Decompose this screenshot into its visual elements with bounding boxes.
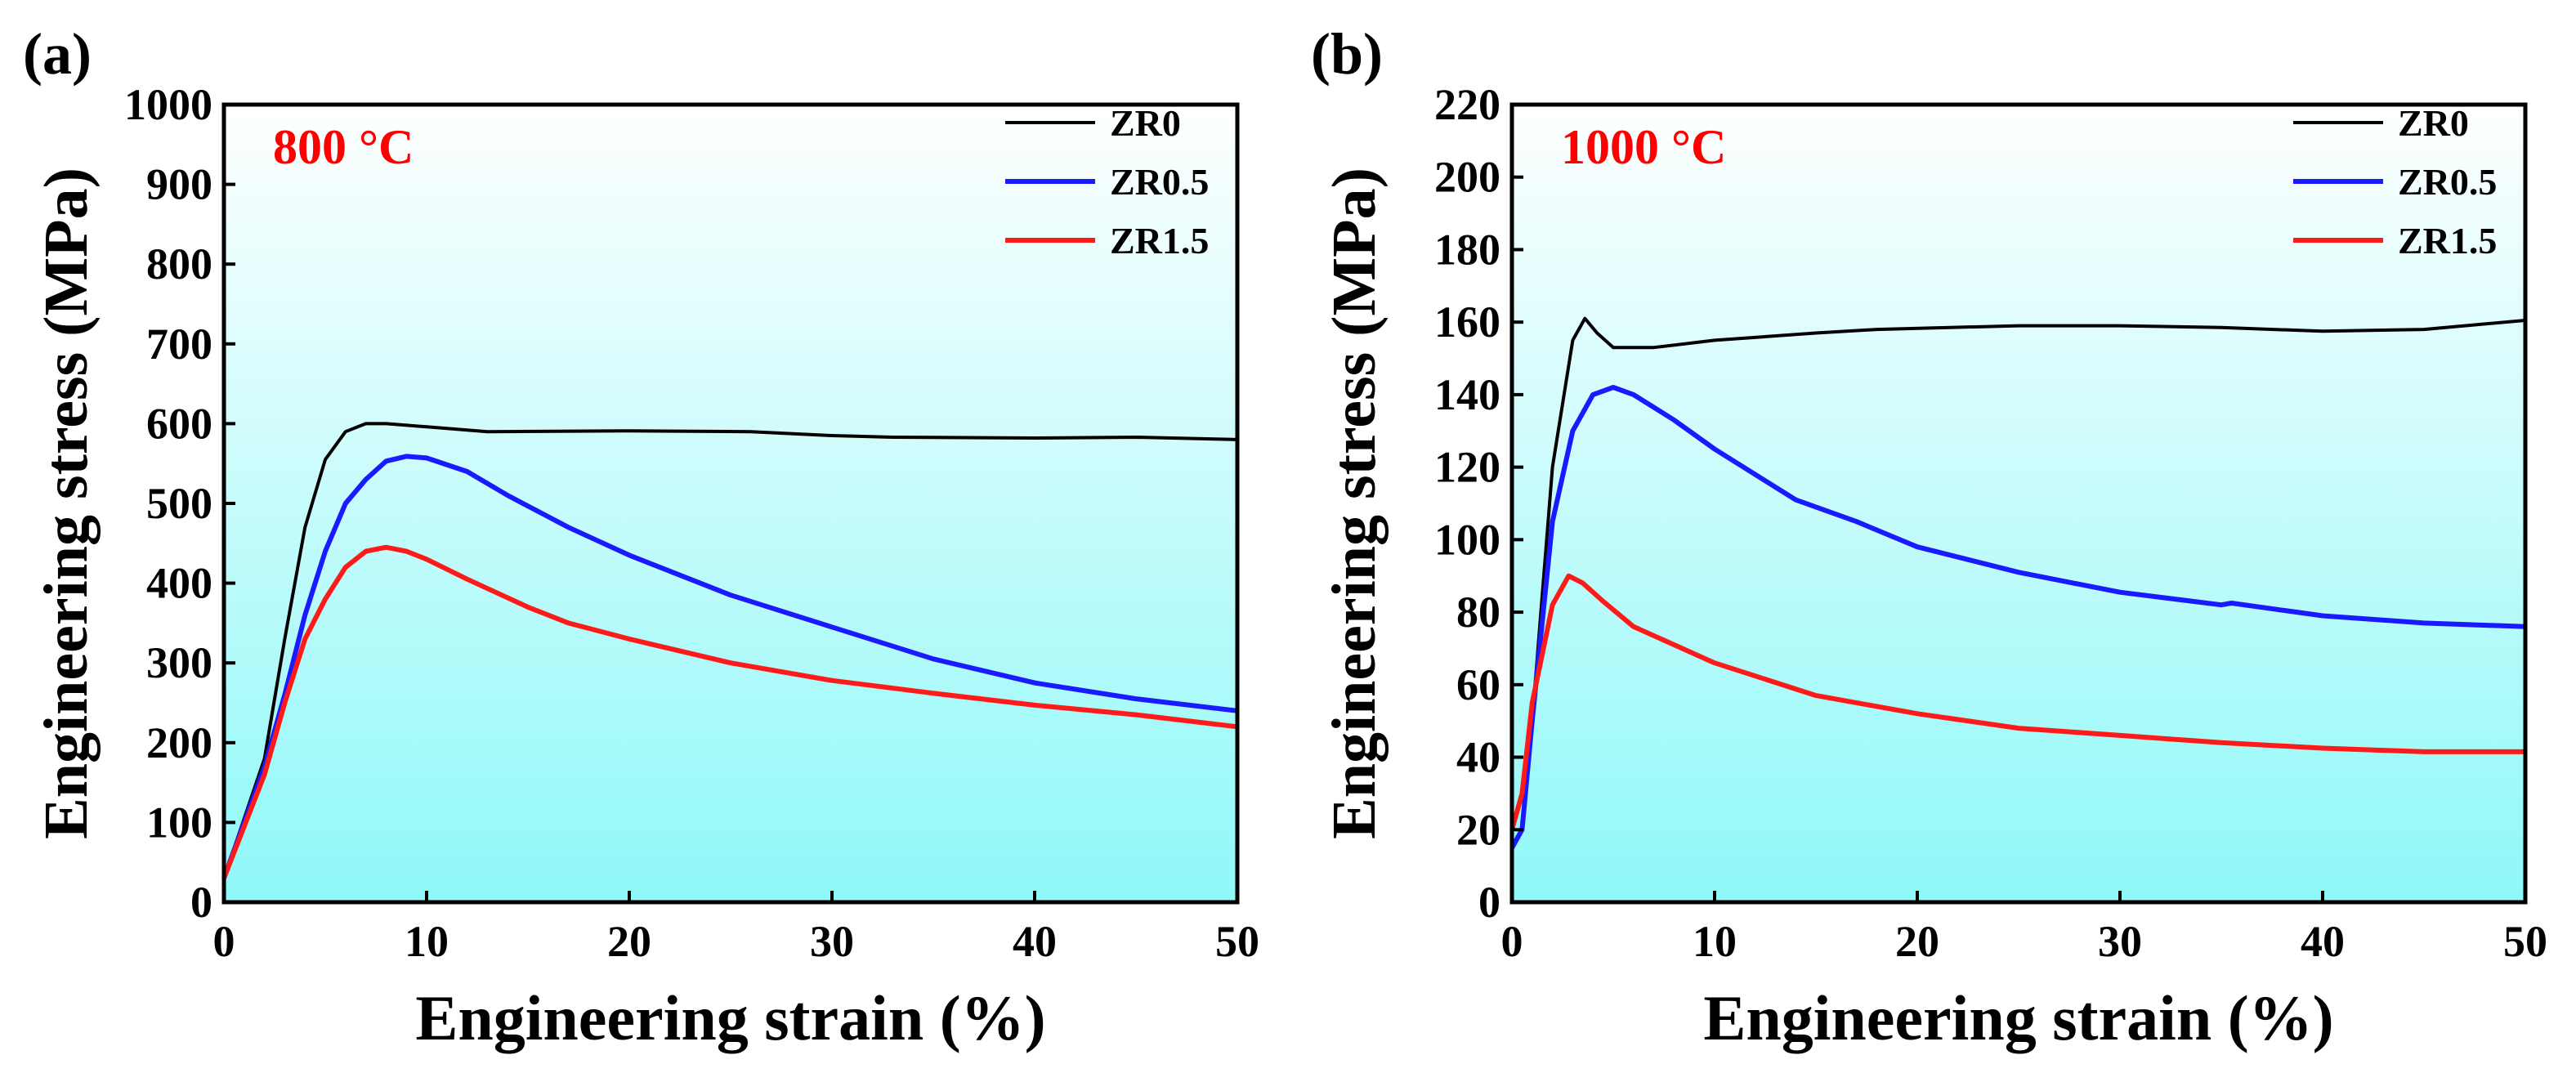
panel-label: (a) [23, 21, 92, 87]
y-tick-label: 40 [1456, 733, 1500, 782]
series-line-zr0-5 [1509, 385, 2526, 849]
y-tick-label: 0 [1478, 878, 1500, 927]
legend-label: ZR1.5 [1110, 220, 1209, 262]
legend-label: ZR0.5 [1110, 161, 1209, 203]
panel-a-800c: 0 10 20 30 40 5001002003004005006007008009001… [23, 21, 1259, 1053]
x-tick-label: 50 [1215, 917, 1259, 966]
x-tick-label: 20 [607, 917, 651, 966]
y-tick-label: 220 [1434, 80, 1500, 129]
y-tick-label: 0 [190, 878, 212, 927]
x-axis-title: Engineering strain (%) [415, 982, 1045, 1053]
y-tick-label: 800 [146, 239, 212, 288]
legend-label: ZR1.5 [2398, 220, 2497, 262]
y-tick-label: 300 [146, 638, 212, 687]
x-tick-label: 40 [1013, 917, 1057, 966]
x-tick-label: 50 [2503, 917, 2547, 966]
x-tick-label: 30 [810, 917, 854, 966]
y-tick-label: 120 [1434, 443, 1500, 492]
y-tick-label: 1000 [124, 80, 212, 129]
x-tick-label: 10 [1693, 917, 1737, 966]
x-tick-label: 0 [213, 917, 235, 966]
y-tick-label: 180 [1434, 225, 1500, 274]
y-tick-label: 100 [1434, 515, 1500, 564]
y-tick-label: 140 [1434, 370, 1500, 419]
x-tick-label: 0 [1501, 917, 1523, 966]
legend-label: ZR0 [1110, 102, 1181, 144]
panel-label: (b) [1311, 21, 1383, 87]
legend-label: ZR0 [2398, 102, 2469, 144]
x-tick-label: 10 [405, 917, 449, 966]
series-line-zr0 [1510, 316, 2526, 849]
legend-label: ZR0.5 [2398, 161, 2497, 203]
series-line-zr1-5 [221, 544, 1238, 879]
series-line-zr1-5 [1509, 573, 2525, 831]
y-tick-label: 700 [146, 320, 212, 369]
x-tick-label: 30 [2098, 917, 2142, 966]
y-tick-label: 80 [1456, 588, 1500, 637]
y-tick-label: 600 [146, 399, 212, 448]
y-tick-label: 60 [1456, 660, 1500, 709]
y-tick-label: 200 [146, 718, 212, 767]
y-tick-label: 100 [146, 798, 212, 847]
temperature-annotation: 800 °C [273, 120, 414, 174]
y-tick-label: 20 [1456, 805, 1500, 854]
y-tick-label: 400 [146, 559, 212, 608]
plot-background [224, 105, 1237, 902]
series-line-zr0-5 [221, 454, 1238, 879]
plot-frame [1509, 102, 2528, 905]
temperature-annotation: 1000 °C [1561, 120, 1726, 174]
y-tick-label: 900 [146, 160, 212, 209]
x-axis-title: Engineering strain (%) [1703, 982, 2333, 1053]
y-axis-title: Engineering stress (MPa) [1320, 168, 1389, 839]
x-tick-label: 40 [2301, 917, 2345, 966]
series-line-zr0 [222, 422, 1238, 879]
plot-background [1512, 105, 2525, 902]
y-tick-label: 500 [146, 479, 212, 528]
x-tick-label: 20 [1895, 917, 1939, 966]
panel-b-1000c: 0 10 20 30 40 50 0 20 40 60 80 100 120 140 160 180 200 22… [1311, 21, 2547, 1053]
y-tick-label: 160 [1434, 297, 1500, 346]
y-tick-label: 200 [1434, 153, 1500, 202]
y-axis-title: Engineering stress (MPa) [32, 168, 101, 839]
